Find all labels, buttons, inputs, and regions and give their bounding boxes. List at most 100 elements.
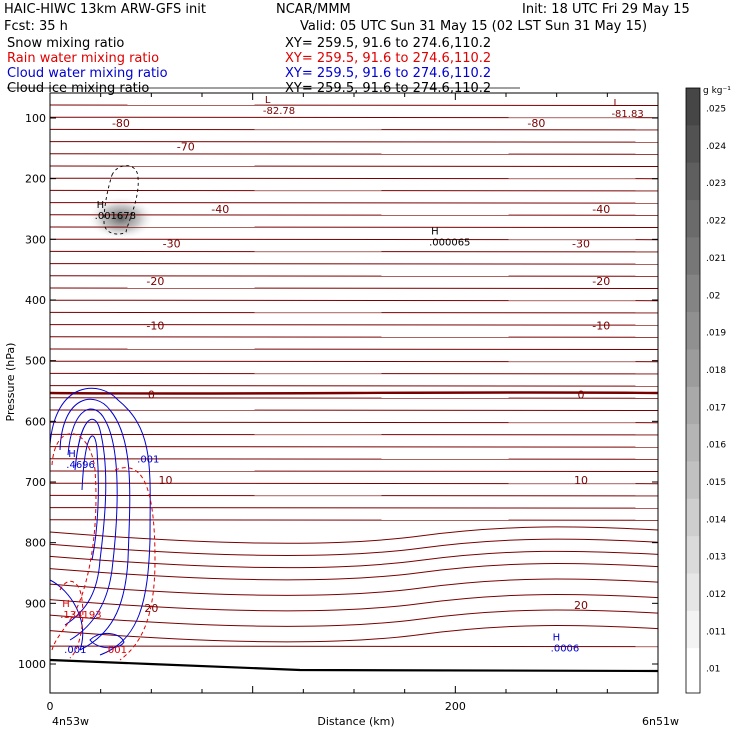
colorbar-tick-label: .012 xyxy=(706,590,726,600)
cloud-water-contour xyxy=(64,418,107,626)
temperature-contour-line xyxy=(49,116,659,119)
colorbar-frame xyxy=(685,87,701,694)
y-tick-label: 800 xyxy=(25,537,46,550)
colorbar-tick-label: .02 xyxy=(706,291,720,301)
temperature-contour-line xyxy=(49,578,659,596)
colorbar-swatch xyxy=(686,312,700,350)
temperature-contour-line xyxy=(49,238,659,241)
colorbar-swatch xyxy=(686,536,700,574)
temperature-contour-label: -80 xyxy=(112,117,130,130)
extremum-letter: L xyxy=(613,98,619,109)
temperature-contour-line xyxy=(49,384,659,387)
temperature-contour-label: -10 xyxy=(146,319,164,332)
temperature-contour-line xyxy=(49,645,659,648)
temperature-contour-line xyxy=(49,550,659,569)
rain-water-contour xyxy=(114,467,156,661)
temperature-contour-line xyxy=(49,526,659,544)
temperature-contour-line xyxy=(49,153,659,155)
field-cloudwater-name: Cloud water mixing ratio xyxy=(7,66,168,81)
init-time: Init: 18 UTC Fri 29 May 15 xyxy=(522,2,690,17)
extremum-value: .134193 xyxy=(60,610,101,621)
rain-water-contour xyxy=(59,580,84,659)
temperature-contour-label: 0 xyxy=(577,389,584,402)
temperature-contour-line xyxy=(49,538,659,556)
field-cloudice-name: Cloud ice mixing ratio xyxy=(7,81,149,96)
x-tick-label: 200 xyxy=(445,700,466,713)
colorbar-swatch xyxy=(686,274,700,313)
colorbar-tick-label: .01 xyxy=(706,665,720,675)
colorbar-swatch xyxy=(686,461,700,500)
temperature-contour-label: -70 xyxy=(177,141,195,154)
field-snow-name: Snow mixing ratio xyxy=(7,36,124,51)
colorbar-tick-label: .017 xyxy=(706,403,726,413)
field-snow-xy: XY= 259.5, 91.6 to 274.6,110.2 xyxy=(285,36,491,51)
colorbar-swatch xyxy=(686,88,700,126)
temperature-contour-line xyxy=(49,140,659,143)
temperature-contour-line xyxy=(49,214,659,216)
temperature-contour-label: -10 xyxy=(592,319,610,332)
temperature-contour-label: 0 xyxy=(148,389,155,402)
temperature-contour-line xyxy=(49,287,659,289)
contour-value-label: .001 xyxy=(64,645,86,656)
field-cloudice-xy: XY= 259.5, 91.6 to 274.6,110.2 xyxy=(285,81,491,96)
y-tick-label: 600 xyxy=(25,415,46,428)
contour-labels: -80 -80 -70 -40 -40 -30 -30 -20 -20 -10 -10 0 0 10 10 2… xyxy=(60,95,644,656)
colorbar-swatch xyxy=(686,648,700,687)
colorbar-tick-label: .022 xyxy=(706,217,726,227)
temperature-contour-line xyxy=(49,189,659,192)
colorbar-tick-label: .013 xyxy=(706,553,726,563)
temperature-contour-line xyxy=(49,625,659,643)
temperature-contour-label: 10 xyxy=(574,474,588,487)
hydrometeor-contours xyxy=(49,165,156,661)
temperature-contour-line xyxy=(49,609,659,627)
y-tick-label: 500 xyxy=(25,355,46,368)
forecast-hour: Fcst: 35 h xyxy=(4,19,68,34)
extremum-letter: H xyxy=(97,200,105,211)
plot-frame xyxy=(49,92,659,694)
valid-time: Valid: 05 UTC Sun 31 May 15 (02 LST Sun … xyxy=(300,19,647,34)
x-axis-title: Distance (km) xyxy=(317,715,394,728)
zero-isotherm-line xyxy=(49,391,659,395)
colorbar-swatch xyxy=(686,610,700,649)
temperature-contour-label: 20 xyxy=(574,599,588,612)
terrain-surface-line xyxy=(49,658,659,673)
temperature-contour-line xyxy=(49,397,659,399)
extremum-value: .0006 xyxy=(551,643,580,654)
snow-shading-maximum xyxy=(86,196,155,241)
x-start-label: 4n53w xyxy=(52,715,89,728)
temperature-contour-line xyxy=(49,262,659,265)
temperature-contour-line xyxy=(49,409,659,411)
temperature-contour-label: -40 xyxy=(592,203,610,216)
extremum-value: -81.83 xyxy=(611,109,643,120)
extremum-value: .001678 xyxy=(95,211,136,222)
y-tick-label: 200 xyxy=(25,173,46,186)
temperature-contour-line xyxy=(49,323,659,326)
contour-value-label: .001 xyxy=(105,645,127,656)
cloud-water-contour xyxy=(89,633,125,649)
extremum-letter: H xyxy=(431,226,439,237)
colorbar-swatch xyxy=(686,424,700,462)
y-tick-label: 1000 xyxy=(18,658,46,671)
cloud-water-contour xyxy=(67,408,118,641)
extremum-letter: H xyxy=(553,632,561,643)
colorbar-tick-label: .014 xyxy=(706,515,726,525)
colorbar-swatch xyxy=(686,498,700,537)
temperature-contour-line xyxy=(49,594,659,612)
colorbar-tick-label: .019 xyxy=(706,329,726,339)
temperature-contour-line xyxy=(49,275,659,277)
snow-dashed-contour xyxy=(103,165,139,235)
colorbar-tick-label: .024 xyxy=(706,142,726,152)
temperature-contour-line xyxy=(49,165,659,167)
temperature-contour-label: -20 xyxy=(146,275,164,288)
y-tick-label: 400 xyxy=(25,294,46,307)
y-axis-title: Pressure (hPa) xyxy=(4,343,17,422)
center-title: NCAR/MMM xyxy=(276,2,351,17)
colorbar-swatch xyxy=(686,349,700,388)
cloud-water-contour xyxy=(49,579,84,651)
temperature-contour-line xyxy=(49,311,659,314)
temperature-contour-line xyxy=(49,563,659,581)
temperature-contour-label: -30 xyxy=(572,238,590,251)
temperature-contour-label: 10 xyxy=(159,474,173,487)
temperature-contour-label: -80 xyxy=(527,117,545,130)
